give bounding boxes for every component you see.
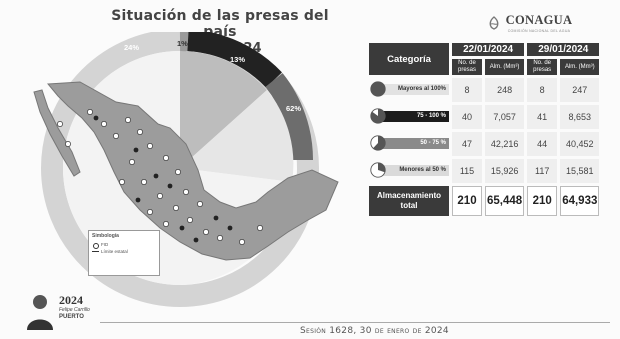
row-value: 44 [527,132,558,156]
category-bar: Menores al 50 % [377,165,449,176]
ring-75-100 [187,29,282,88]
legend-dot-icon [93,243,99,249]
category-bar: Mayores al 100% [377,84,449,95]
fill-level-pie-icon [370,135,386,151]
ring-label-75-100: 13% [230,55,246,64]
row-value: 47 [452,132,482,156]
footer-session: Sesión 1628, 30 de enero de 2024 [300,326,449,336]
dam-markers-dark [93,115,233,243]
signature-year: 2024 [59,293,83,307]
fill-level-pie-icon [370,108,386,124]
row-value: 117 [527,159,558,183]
total-value: 210 [452,186,482,216]
sub-header-no-1: No. de presas [452,59,482,75]
signature-name: Felipe Carrillo [59,307,90,313]
table-row: 50 - 75 % 47 42,216 44 40,452 [369,132,600,156]
map-legend: Simbología FID Límite estatal [88,230,160,276]
legend-item-fid: FID [89,241,159,249]
fill-level-pie-icon [370,81,386,97]
row-value: 41 [527,105,558,129]
row-value: 42,216 [485,132,525,156]
legend-line-icon [92,251,99,252]
category-bar: 50 - 75 % [377,138,449,149]
sector-75-100 [180,51,267,168]
sub-header-no-2: No. de presas [527,59,558,75]
conagua-logo: CONAGUA COMISIÓN NACIONAL DEL AGUA [484,13,594,33]
total-value: 210 [527,186,558,216]
dam-markers [57,109,263,245]
row-value: 247 [560,78,600,102]
baja-california [33,89,81,177]
logo-name: CONAGUA [505,13,573,27]
table-row: Menores al 50 % 115 15,926 117 15,581 [369,159,600,183]
row-value: 115 [452,159,482,183]
category-cell: 75 - 100 % [369,105,449,129]
sub-header-alm-2: Alm. (Mm³) [560,59,600,75]
row-value: 8 [527,78,558,102]
dam-map: 24% 1% 13% 62% Simbología FID Límite est… [20,28,340,332]
ring-label-less-50: 24% [124,43,140,52]
total-value: 65,448 [485,186,525,216]
title-line-1: Situación de las presas del país [111,8,329,40]
table-row: 75 - 100 % 40 7,057 41 8,653 [369,105,600,129]
total-label-line-1: Almacenamiento [376,191,442,200]
dams-table: Categoría 22/01/2024 29/01/2024 No. de p… [366,40,602,219]
total-value: 64,933 [560,186,600,216]
footer-divider [100,322,610,323]
row-value: 248 [485,78,525,102]
legend-title: Simbología [92,233,119,239]
government-signature: 2024 Felipe Carrillo PUERTO [24,290,104,335]
category-cell: Menores al 50 % [369,159,449,183]
ring-50-75 [265,73,314,161]
ring-label-50-75: 62% [286,104,302,113]
legend-item-limit-label: Límite estatal [101,249,128,254]
fill-level-pie-icon [370,162,386,178]
legend-item-fid-label: FID [101,242,109,247]
row-value: 40,452 [560,132,600,156]
category-cell: Mayores al 100% [369,78,449,102]
map-figure [33,28,339,307]
sector-50-75 [180,90,294,182]
category-bar: 75 - 100 % [377,111,449,122]
total-label: Almacenamiento total [369,186,449,216]
row-value: 8 [452,78,482,102]
sub-header-alm-1: Alm. (Mm³) [485,59,525,75]
signature-place: PUERTO [59,314,84,320]
mexico-mainland [46,81,339,261]
row-value: 15,581 [560,159,600,183]
ring-label-over-100: 1% [177,39,188,48]
row-value: 15,926 [485,159,525,183]
logo-tagline: COMISIÓN NACIONAL DEL AGUA [507,29,571,33]
row-value: 8,653 [560,105,600,129]
legend-item-limit: Límite estatal [89,248,159,255]
date-header-1: 22/01/2024 [452,43,525,56]
total-label-line-2: total [400,201,418,210]
row-value: 7,057 [485,105,525,129]
date-header-2: 29/01/2024 [527,43,600,56]
category-cell: 50 - 75 % [369,132,449,156]
row-value: 40 [452,105,482,129]
table-row: Mayores al 100% 8 248 8 247 [369,78,600,102]
category-header: Categoría [369,43,449,75]
conagua-mark-icon [489,16,499,30]
total-row: Almacenamiento total 210 65,448 210 64,9… [369,186,600,216]
portrait-icon [27,295,53,330]
